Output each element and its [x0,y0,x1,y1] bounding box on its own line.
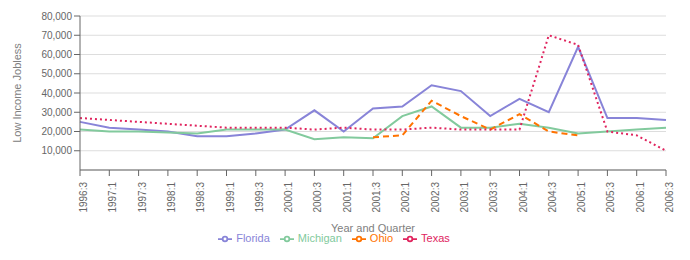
svg-text:Low Income Jobless: Low Income Jobless [11,43,23,143]
html-text:Texas: Texas [421,232,450,244]
svg-text:40,000: 40,000 [41,88,72,99]
svg-text:2006:1: 2006:1 [635,182,646,213]
svg-text:2001:3: 2001:3 [371,182,382,213]
svg-text:1999:1: 1999:1 [225,182,236,213]
svg-text:1998:1: 1998:1 [166,182,177,213]
svg-text:2004:3: 2004:3 [547,182,558,213]
svg-text:2002:1: 2002:1 [400,182,411,213]
svg-text:10,000: 10,000 [41,145,72,156]
svg-text:1999:3: 1999:3 [254,182,265,213]
svg-text:2000:1: 2000:1 [283,182,294,213]
svg-text:20,000: 20,000 [41,126,72,137]
svg-text:2005:1: 2005:1 [576,182,587,213]
html-text:Ohio: Ohio [369,232,394,244]
svg-text:30,000: 30,000 [41,107,72,118]
svg-text:1996:3: 1996:3 [78,182,89,213]
svg-text:2003:1: 2003:1 [459,182,470,213]
html-text:Michigan: Michigan [297,232,342,244]
svg-text:60,000: 60,000 [41,49,72,60]
svg-text:1997:1: 1997:1 [107,182,118,213]
svg-text:2001:1: 2001:1 [342,182,353,213]
svg-text:70,000: 70,000 [41,30,72,41]
svg-text:2005:3: 2005:3 [606,182,617,213]
svg-text:50,000: 50,000 [41,68,72,79]
svg-text:2004:1: 2004:1 [518,182,529,213]
svg-text:1998:3: 1998:3 [195,182,206,213]
svg-text:2002:3: 2002:3 [430,182,441,213]
svg-text:2000:3: 2000:3 [313,182,324,213]
html-text:Florida: Florida [236,232,270,244]
svg-text:2006:3: 2006:3 [664,182,675,213]
svg-text:2003:3: 2003:3 [488,182,499,213]
svg-text:80,000: 80,000 [41,11,72,22]
svg-text:Year and Quarter: Year and Quarter [331,222,415,234]
svg-text:1997:3: 1997:3 [137,182,148,213]
